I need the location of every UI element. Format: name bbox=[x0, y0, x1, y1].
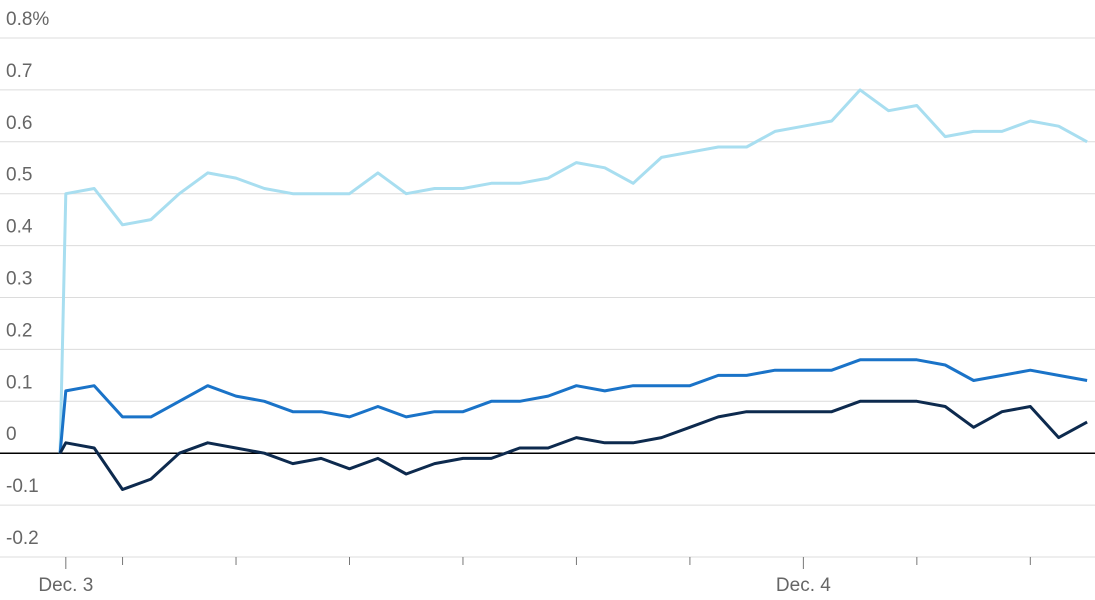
y-tick-label: -0.2 bbox=[6, 528, 39, 549]
y-tick-label: 0.3 bbox=[6, 269, 32, 290]
y-tick-label: 0 bbox=[6, 424, 17, 445]
y-tick-label: 0.6 bbox=[6, 113, 32, 134]
y-tick-label: 0.4 bbox=[6, 217, 33, 238]
series-line bbox=[58, 88, 1088, 454]
x-tick-label: Dec. 3 bbox=[38, 575, 93, 596]
x-tick-label: Dec. 4 bbox=[776, 575, 831, 596]
y-tick-label: 0.7 bbox=[6, 61, 32, 82]
y-tick-label: -0.1 bbox=[6, 476, 39, 497]
y-tick-label: 0.1 bbox=[6, 372, 32, 393]
y-tick-label: 0.5 bbox=[6, 165, 32, 186]
series-line bbox=[58, 358, 1088, 454]
y-tick-label: 0.8% bbox=[6, 9, 49, 30]
y-tick-label: 0.2 bbox=[6, 320, 32, 341]
series-line bbox=[58, 399, 1088, 491]
